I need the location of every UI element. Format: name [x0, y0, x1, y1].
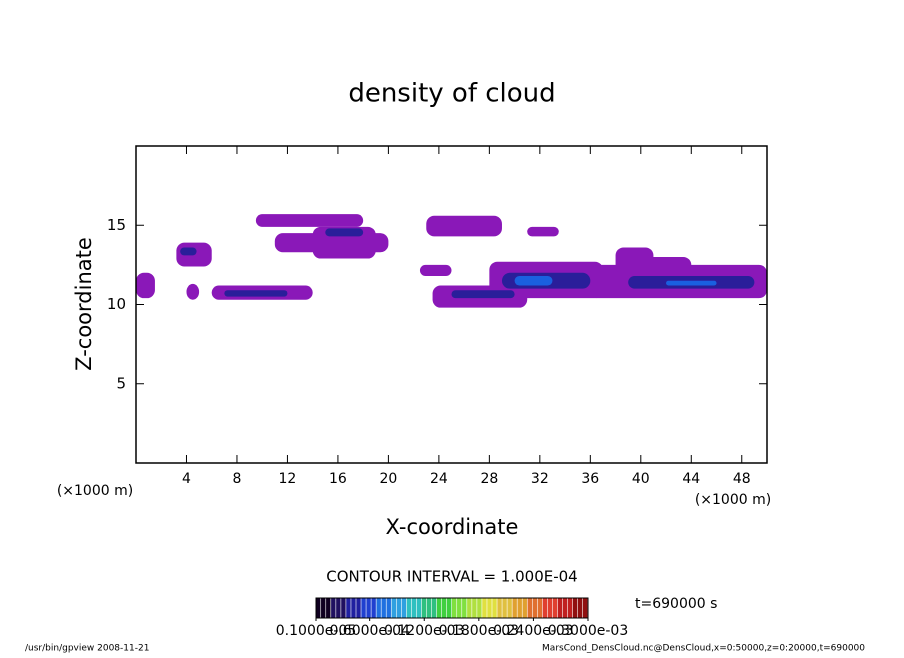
contour-patch	[325, 228, 364, 237]
colorbar-stripe	[567, 598, 573, 618]
colorbar-frame	[315, 597, 589, 619]
colorbar-tick-label: 0.2400e-03	[493, 623, 573, 639]
colorbar-tick-label: 0.1800e-03	[439, 623, 519, 639]
colorbar-stripe	[527, 598, 532, 618]
footer-left: /usr/bin/gpview 2008-11-21	[25, 644, 149, 654]
contour-patch	[451, 290, 515, 299]
x-axis-label: X-coordinate	[386, 515, 519, 539]
colorbar-stripe	[386, 598, 391, 618]
colorbar-tick-label: 0.6000e-04	[329, 623, 410, 639]
y-tick-label: 10	[107, 295, 126, 313]
x-tick-label: 16	[329, 471, 347, 487]
colorbar-stripe	[336, 598, 341, 618]
colorbar-stripe	[512, 598, 517, 618]
contour-patch	[666, 280, 717, 286]
colorbar-stripe	[542, 598, 548, 618]
colorbar-stripe	[517, 598, 522, 618]
colorbar-stripe	[507, 598, 512, 618]
colorbar-stripe	[572, 598, 578, 618]
x-tick-label: 28	[480, 471, 498, 487]
colorbar-stripe	[371, 598, 376, 618]
colorbar-stripe	[346, 598, 351, 618]
y-tick-label: 5	[116, 374, 126, 392]
colorbar-stripe	[351, 598, 356, 618]
x-tick-label: 48	[733, 471, 751, 487]
x-tick-label: 8	[232, 471, 241, 487]
colorbar-stripe	[537, 598, 543, 618]
colorbar-stripe	[366, 598, 371, 618]
colorbar-stripe	[482, 598, 487, 618]
colorbar-stripe	[376, 598, 381, 618]
colorbar-stripe	[391, 598, 396, 618]
colorbar-stripe	[562, 598, 568, 618]
colorbar-stripe	[411, 598, 417, 618]
colorbar-stripe	[577, 598, 583, 618]
colorbar-stripe	[497, 598, 502, 618]
colorbar-stripe	[492, 598, 497, 618]
colorbar-stripe	[446, 598, 452, 618]
contour-patch	[255, 214, 364, 227]
colorbar-stripe	[361, 598, 366, 618]
colorbar-stripe	[532, 598, 538, 618]
x-tick-label: 20	[379, 471, 397, 487]
colorbar-stripe	[462, 598, 467, 618]
x-tick-label: 24	[430, 471, 448, 487]
colorbar-stripe	[326, 598, 331, 618]
colorbar-stripe	[547, 598, 553, 618]
x-tick-label: 12	[279, 471, 297, 487]
y-unit: (×1000 m)	[57, 483, 133, 499]
contour-patch	[224, 290, 288, 297]
colorbar-stripe	[416, 598, 422, 618]
x-tick-label: 32	[531, 471, 549, 487]
colorbar-stripe	[457, 598, 462, 618]
x-tick-label: 4	[182, 471, 191, 487]
contour-interval: CONTOUR INTERVAL = 1.000E-04	[326, 568, 577, 586]
x-unit: (×1000 m)	[695, 492, 771, 508]
x-tick-label: 40	[632, 471, 650, 487]
colorbar-stripe	[467, 598, 472, 618]
y-tick-label: 15	[107, 216, 126, 234]
colorbar-stripe	[502, 598, 507, 618]
colorbar-stripe	[396, 598, 402, 618]
contour-patch	[419, 264, 452, 276]
colorbar-stripe	[421, 598, 427, 618]
colorbar-stripe	[341, 598, 346, 618]
contour-patch	[136, 272, 155, 299]
colorbar-stripe	[331, 598, 336, 618]
colorbar-stripe	[406, 598, 412, 618]
colorbar-stripe	[401, 598, 407, 618]
colorbar-stripe	[316, 598, 321, 618]
contour-patch	[180, 247, 197, 256]
contour-patch	[527, 226, 559, 237]
colorbar-tick-label: 0.1000e-05	[276, 623, 356, 639]
y-axis-label: Z-coordinate	[72, 237, 96, 371]
colorbar-stripe	[426, 598, 432, 618]
colorbar-stripe	[436, 598, 442, 618]
x-tick-label: 36	[581, 471, 599, 487]
colorbar-stripe	[381, 598, 386, 618]
colorbar-stripe	[522, 598, 527, 618]
colorbar-stripe	[472, 598, 477, 618]
colorbar-stripe	[356, 598, 361, 618]
contour-patch	[514, 275, 553, 286]
time-label: t=690000 s	[635, 596, 717, 612]
chart-title: density of cloud	[348, 79, 555, 109]
contour-patch	[186, 283, 200, 300]
footer-right: MarsCond_DensCloud.nc@DensCloud,x=0:5000…	[542, 644, 865, 654]
contour-patch	[640, 256, 692, 276]
colorbar-stripe	[582, 598, 588, 618]
colorbar-tick-label: 0.1200e-03	[384, 623, 464, 639]
colorbar-stripe	[321, 598, 326, 618]
colorbar-tick-label: 0.3000e-03	[548, 623, 628, 639]
colorbar-stripe	[557, 598, 563, 618]
colorbar-stripe	[431, 598, 437, 618]
colorbar-stripe	[452, 598, 457, 618]
colorbar-stripe	[552, 598, 558, 618]
colorbar-stripe	[441, 598, 447, 618]
contour-patch	[426, 215, 502, 237]
x-tick-label: 44	[682, 471, 700, 487]
colorbar-stripe	[487, 598, 492, 618]
colorbar-stripe	[477, 598, 482, 618]
